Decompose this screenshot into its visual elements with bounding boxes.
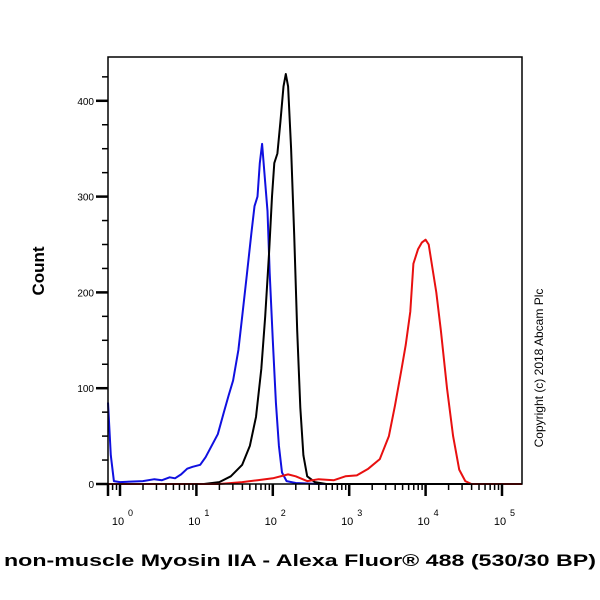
y-tick-label: 100 <box>77 384 94 395</box>
svg-text:10: 10 <box>188 516 200 528</box>
svg-text:10: 10 <box>417 516 429 528</box>
y-axis: 0 100 200 300 400 <box>77 76 108 491</box>
svg-text:0: 0 <box>128 508 133 518</box>
y-axis-label: Count <box>29 246 48 295</box>
svg-text:4: 4 <box>434 508 439 518</box>
svg-text:2: 2 <box>281 508 286 518</box>
svg-text:10: 10 <box>341 516 353 528</box>
x-tick-label: 10 4 <box>417 508 438 528</box>
svg-text:5: 5 <box>510 508 515 518</box>
x-tick-label: 10 1 <box>188 508 209 528</box>
x-tick-label: 10 5 <box>494 508 515 528</box>
svg-text:1: 1 <box>204 508 209 518</box>
histogram-series <box>107 73 522 485</box>
copyright-annotation: Copyright (c) 2018 Abcam Plc <box>532 289 546 448</box>
y-tick-label: 300 <box>77 193 94 204</box>
x-tick-label: 10 0 <box>112 508 133 528</box>
svg-text:3: 3 <box>357 508 362 518</box>
x-axis-label: non-muscle Myosin IIA - Alexa Fluor® 488… <box>4 551 596 570</box>
series-line-2 <box>108 238 522 485</box>
series-line-1 <box>108 73 522 485</box>
plot-frame <box>107 56 523 485</box>
x-axis: 10 0 10 1 10 2 10 3 10 4 10 5 <box>106 484 515 528</box>
y-tick-label: 200 <box>77 288 94 299</box>
x-tick-label: 10 2 <box>265 508 286 528</box>
svg-text:10: 10 <box>265 516 277 528</box>
x-tick-label: 10 3 <box>341 508 362 528</box>
series-line-0 <box>107 142 522 485</box>
y-tick-label: 0 <box>88 480 94 491</box>
svg-text:10: 10 <box>112 516 124 528</box>
y-tick-label: 400 <box>77 97 94 108</box>
svg-text:10: 10 <box>494 516 506 528</box>
